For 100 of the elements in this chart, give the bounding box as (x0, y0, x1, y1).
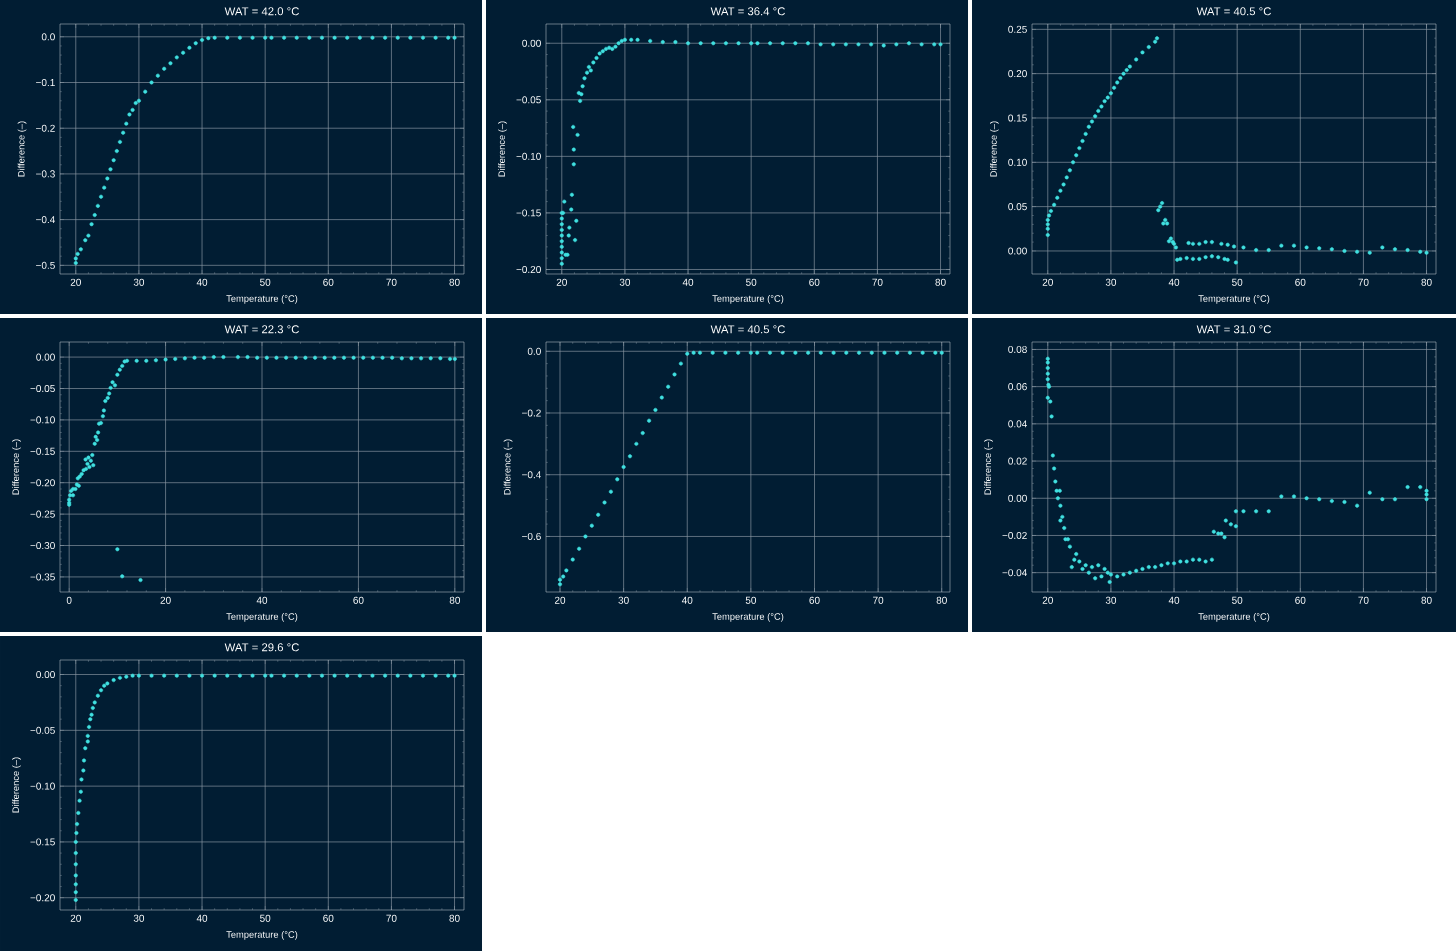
point (767, 350, 772, 355)
point (621, 465, 626, 470)
point (659, 395, 664, 400)
point (92, 700, 97, 705)
y-tick-label: 0.0 (527, 347, 541, 355)
y-tick-label: −0.25 (30, 510, 55, 518)
y-tick-label: −0.1 (36, 78, 55, 87)
point (212, 35, 217, 40)
point (882, 350, 887, 355)
point (558, 582, 563, 587)
y-tick-label: 0.02 (1008, 457, 1027, 465)
y-tick-label: 0.08 (1008, 345, 1027, 353)
point (85, 733, 90, 738)
point (73, 862, 78, 867)
point (589, 523, 594, 528)
point (748, 350, 753, 355)
point (269, 35, 274, 40)
y-tick-label: −0.10 (30, 416, 55, 424)
x-tick-label: 40 (1168, 278, 1180, 286)
point (102, 185, 107, 190)
x-tick-label: 60 (353, 596, 364, 604)
x-tick-label: 30 (133, 278, 145, 286)
x-tick-label: 60 (1295, 278, 1306, 286)
y-tick-label: −0.05 (30, 726, 55, 734)
chart-title: WAT = 40.5 °C (1196, 7, 1271, 16)
y-tick-label: 0.04 (1008, 420, 1028, 428)
x-tick-label: 70 (386, 914, 397, 922)
y-tick-label: −0.05 (30, 384, 55, 393)
point (250, 673, 255, 678)
point (168, 61, 173, 66)
point (102, 683, 107, 688)
point (634, 441, 639, 446)
point (111, 678, 116, 683)
point (678, 361, 683, 366)
chart-title: WAT = 22.3 °C (224, 325, 299, 334)
point (907, 350, 912, 355)
point (433, 35, 438, 40)
point (319, 35, 324, 40)
point (136, 673, 141, 678)
point (420, 673, 425, 678)
y-tick-label: −0.2 (36, 124, 55, 132)
point (237, 673, 242, 678)
x-tick-label: 80 (449, 914, 460, 922)
point (577, 546, 582, 551)
point (136, 98, 141, 103)
point (408, 673, 413, 678)
x-tick-label: 60 (809, 278, 820, 286)
point (345, 673, 350, 678)
y-tick-label: 0.00 (1008, 494, 1027, 502)
point (939, 350, 944, 355)
x-tick-label: 40 (196, 278, 208, 286)
y-tick-label: 0.25 (1008, 25, 1027, 33)
y-axis-title: Difference (–) (990, 121, 999, 177)
x-axis-title: Temperature (°C) (712, 294, 784, 304)
point (685, 351, 690, 356)
point (181, 50, 186, 55)
chart-title: WAT = 36.4 °C (710, 7, 785, 16)
point (89, 222, 94, 227)
point (408, 35, 413, 40)
point (77, 798, 82, 803)
y-tick-label: −0.15 (516, 209, 541, 217)
point (162, 673, 167, 678)
point (653, 407, 658, 412)
point (124, 121, 129, 126)
x-axis-title: Temperature (°C) (1198, 612, 1270, 622)
x-tick-label: 70 (386, 278, 397, 286)
point (818, 350, 823, 355)
y-tick-label: 0.00 (522, 39, 541, 47)
point (319, 673, 324, 678)
x-tick-label: 40 (681, 596, 693, 604)
point (81, 768, 86, 773)
y-tick-label: 0.05 (1008, 203, 1027, 211)
point (130, 673, 135, 678)
point (92, 213, 97, 218)
point (79, 777, 84, 782)
point (225, 673, 230, 678)
x-tick-label: 20 (160, 596, 171, 604)
point (933, 350, 938, 355)
y-tick-label: −0.20 (30, 894, 55, 902)
y-tick-label: −0.5 (36, 261, 55, 269)
point (263, 673, 268, 678)
x-tick-label: 80 (1421, 596, 1432, 604)
x-tick-label: 30 (618, 596, 629, 604)
x-axis-title: Temperature (°C) (226, 612, 298, 622)
point (869, 350, 874, 355)
y-tick-label: −0.30 (30, 541, 55, 550)
x-axis-title: Temperature (°C) (226, 930, 298, 940)
point (383, 35, 388, 40)
point (149, 673, 154, 678)
y-tick-label: 0.00 (36, 670, 55, 679)
point (558, 577, 563, 582)
x-tick-label: 70 (1358, 596, 1369, 604)
point (452, 35, 457, 40)
y-tick-label: −0.4 (522, 471, 542, 479)
y-tick-label: −0.35 (30, 573, 55, 581)
point (73, 897, 78, 902)
point (76, 810, 81, 815)
point (124, 674, 129, 679)
y-tick-label: −0.20 (516, 265, 541, 274)
point (395, 673, 400, 678)
